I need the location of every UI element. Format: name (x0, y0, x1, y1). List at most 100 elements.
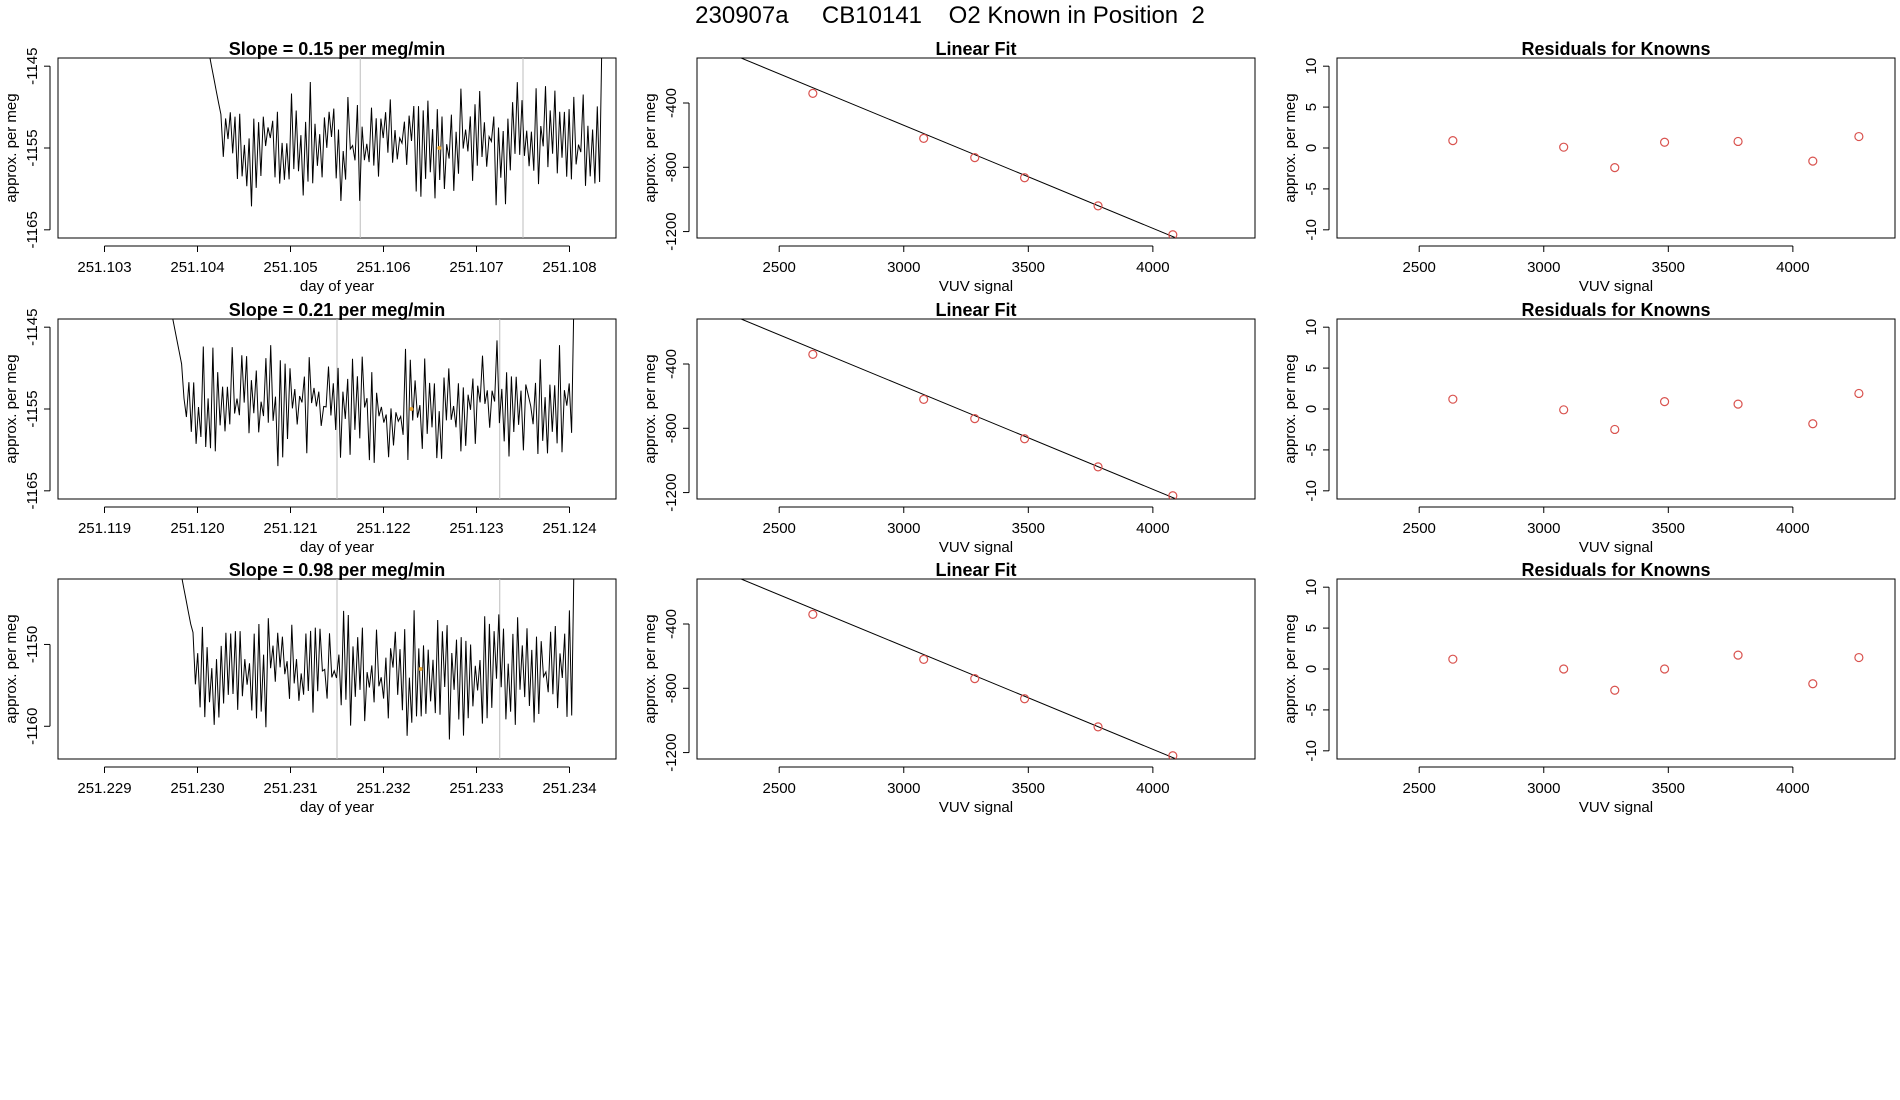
y-tick-label: 5 (1303, 624, 1320, 632)
x-tick-label: 251.104 (170, 259, 224, 276)
x-tick-label: 3500 (1012, 780, 1045, 797)
x-tick-label: 3000 (887, 520, 920, 537)
y-tick-label: -1150 (24, 626, 41, 663)
x-tick-label: 3500 (1012, 520, 1045, 537)
x-tick-label: 251.229 (77, 780, 131, 797)
y-axis-label: approx. per meg (1282, 93, 1299, 202)
plot-area (739, 319, 1223, 519)
y-tick-label: -1155 (24, 390, 41, 427)
chart-title: Slope = 0.15 per meg/min (229, 39, 446, 59)
data-point (1559, 664, 1569, 674)
chart-panel-4: Slope = 0.21 per meg/min 251.119 251.120 25… (3, 300, 617, 556)
plot-frame (57, 57, 617, 239)
y-tick-label: -800 (663, 152, 680, 182)
x-axis-label: day of year (300, 799, 374, 816)
data-point (970, 153, 980, 163)
data-trace-line (172, 319, 575, 467)
plot-frame (696, 318, 1256, 500)
x-tick-label: 251.105 (263, 259, 317, 276)
x-tick-label: 2500 (1403, 520, 1436, 537)
x-tick-label: 3500 (1652, 520, 1685, 537)
x-tick-label: 251.232 (356, 780, 410, 797)
y-axis-label: approx. per meg (642, 93, 659, 202)
chart-title: Slope = 0.98 per meg/min (229, 560, 446, 580)
data-point (1019, 434, 1030, 444)
x-tick-label: 4000 (1136, 780, 1169, 797)
plot-area (1448, 650, 1864, 695)
fit-line (739, 319, 1178, 499)
x-tick-label: 3500 (1652, 780, 1685, 797)
data-point (1019, 173, 1030, 183)
data-point (919, 654, 929, 664)
x-tick-label: 251.121 (263, 520, 317, 537)
plot-frame (696, 578, 1256, 760)
chart-panel-9: Residuals for Knowns 2500 3000 3500 4000 VUV … (1282, 560, 1896, 816)
data-point (1854, 131, 1864, 142)
chart-panel-3: Residuals for Knowns 2500 3000 3500 4000 VUV … (1282, 39, 1896, 295)
data-point (808, 349, 818, 359)
x-tick-label: 2500 (1403, 780, 1436, 797)
y-tick-label: -800 (663, 413, 680, 443)
chart-title: Slope = 0.21 per meg/min (229, 300, 446, 320)
data-point (1659, 137, 1670, 147)
chart-title: Linear Fit (935, 39, 1016, 59)
y-tick-label: 5 (1303, 103, 1320, 111)
y-tick-label: -400 (663, 609, 680, 639)
y-tick-label: 10 (1303, 579, 1320, 596)
data-point (1854, 388, 1864, 399)
chart-panel-8: Linear Fit 2500 3000 3500 4000 VUV signal -400… (642, 560, 1256, 816)
x-tick-label: 4000 (1136, 259, 1169, 276)
plot-area (209, 58, 603, 238)
data-point (1093, 722, 1103, 732)
highlight-point (1215, 511, 1223, 519)
chart-title: Residuals for Knowns (1521, 39, 1710, 59)
x-axis-label: VUV signal (1579, 539, 1653, 556)
x-tick-label: 251.119 (78, 520, 131, 537)
x-tick-label: 3500 (1012, 259, 1045, 276)
chart-title: Residuals for Knowns (1521, 300, 1710, 320)
data-point (1168, 491, 1178, 499)
x-tick-label: 3000 (887, 780, 920, 797)
data-point (1168, 230, 1178, 238)
x-tick-label: 4000 (1776, 259, 1809, 276)
data-point (1610, 163, 1620, 173)
x-tick-label: 251.124 (542, 520, 596, 537)
x-tick-label: 2500 (763, 520, 796, 537)
x-axis-label: VUV signal (939, 278, 1013, 295)
data-point (1808, 419, 1818, 429)
y-tick-label: -10 (1303, 740, 1320, 762)
trace-marker (418, 667, 423, 671)
data-point (1854, 652, 1864, 663)
fit-line (739, 579, 1178, 759)
plot-area (739, 58, 1178, 238)
x-tick-label: 251.231 (263, 780, 317, 797)
y-axis-label: approx. per meg (3, 93, 20, 202)
x-tick-label: 3000 (887, 259, 920, 276)
y-tick-label: -5 (1303, 703, 1320, 716)
y-tick-label: -1200 (663, 473, 680, 511)
data-point (1448, 136, 1458, 146)
x-tick-label: 251.103 (77, 259, 131, 276)
data-point (808, 609, 818, 619)
chart-panel-7: Slope = 0.98 per meg/min 251.229 251.230 25… (3, 560, 617, 816)
x-tick-label: 3000 (1527, 520, 1560, 537)
x-tick-label: 251.233 (449, 780, 503, 797)
x-axis-label: day of year (300, 539, 374, 556)
x-tick-label: 4000 (1776, 780, 1809, 797)
y-tick-label: 0 (1303, 144, 1320, 152)
data-point (1448, 654, 1458, 664)
y-axis-label: approx. per meg (1282, 354, 1299, 463)
data-point (1448, 394, 1458, 404)
plot-frame (1336, 578, 1896, 760)
y-tick-label: -1200 (663, 212, 680, 250)
plot-frame (1336, 57, 1896, 239)
trace-marker (409, 407, 414, 411)
y-axis-label: approx. per meg (3, 614, 20, 723)
y-tick-label: -5 (1303, 182, 1320, 195)
y-tick-label: -10 (1303, 480, 1320, 502)
data-point (1733, 650, 1743, 660)
x-tick-label: 3000 (1527, 259, 1560, 276)
x-axis-label: VUV signal (939, 539, 1013, 556)
data-point (808, 88, 818, 98)
